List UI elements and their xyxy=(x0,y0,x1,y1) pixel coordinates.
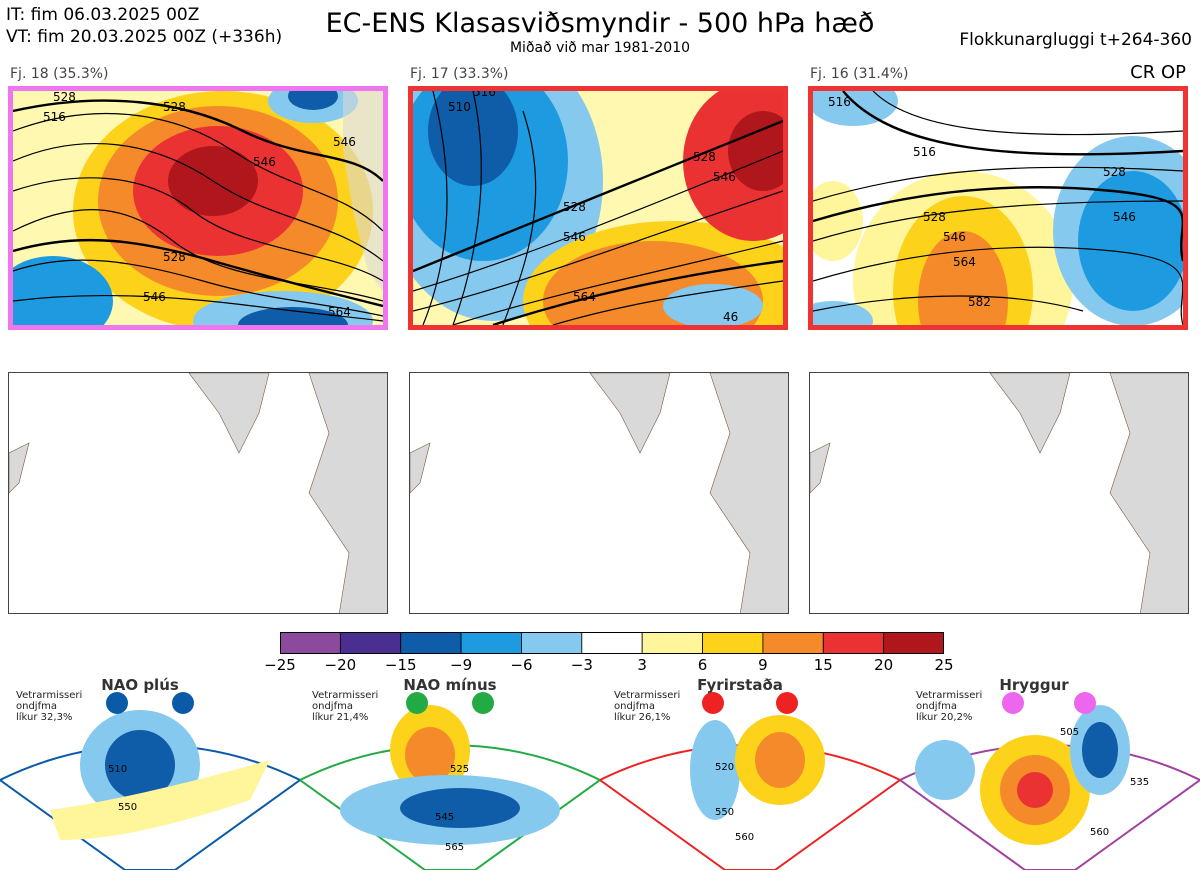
cluster-map-3: 516 528 546 564 582 528 546 516 xyxy=(808,86,1188,330)
init-time: IT: fim 06.03.2025 00Z xyxy=(6,5,200,25)
colorbar-cell xyxy=(279,631,341,655)
contour-label: 516 xyxy=(43,110,66,124)
page-subtitle: Miðað við mar 1981-2010 xyxy=(509,40,691,56)
contour-label: 516 xyxy=(473,91,496,99)
regime-name-blocking: Fyrirstaða xyxy=(697,676,783,694)
regime-dot-nao-minus-2 xyxy=(472,692,494,714)
colorbar-tick-label: 9 xyxy=(758,656,768,674)
colorbar-cell xyxy=(521,631,583,655)
regime-name-nao-plus: NAO plús xyxy=(101,676,179,694)
colorbar-tick-label: 20 xyxy=(874,656,894,674)
regime-contour-label: 510 xyxy=(108,764,127,775)
regime-note-nao-minus: Vetrarmisseri ondjfma líkur 21,4% xyxy=(312,690,379,723)
colorbar-cell xyxy=(702,631,764,655)
colorbar-tick-label: −3 xyxy=(570,656,593,674)
contour-label: 516 xyxy=(828,95,851,109)
contour-label: 564 xyxy=(953,255,976,269)
regime-sector-nao-plus: 510 550 xyxy=(0,690,300,870)
regime-contour-label: 550 xyxy=(715,807,734,818)
regime-dot-ridge-2 xyxy=(1074,692,1096,714)
contour-label: 546 xyxy=(563,230,586,244)
contour-label: 528 xyxy=(563,200,586,214)
contour-label: 546 xyxy=(333,135,356,149)
colorbar-tick-label: 6 xyxy=(697,656,708,674)
land-map-3 xyxy=(809,372,1189,614)
regime-dot-nao-plus-1 xyxy=(106,692,128,714)
regime-contour-label: 560 xyxy=(1090,827,1109,838)
colorbar-tick-label: −20 xyxy=(324,656,357,674)
contour-label: 528 xyxy=(693,150,716,164)
colorbar-cell xyxy=(581,631,643,655)
colorbar-tick-label: −9 xyxy=(450,656,473,674)
regime-contour-label: 520 xyxy=(715,762,734,773)
land-map-2 xyxy=(409,372,789,614)
contour-label: 546 xyxy=(943,230,966,244)
classification-window: Flokkunargluggi t+264-360 xyxy=(959,30,1192,50)
colorbar-tick-label: −6 xyxy=(510,656,533,674)
regime-contour-label: 525 xyxy=(450,764,469,775)
regime-contour-label: 560 xyxy=(735,832,754,843)
contour-label: 510 xyxy=(448,100,471,114)
regime-sector-ridge: 505 535 560 xyxy=(900,690,1200,870)
panel-3-label: Fj. 16 (31.4%) xyxy=(810,66,909,82)
contour-label: 546 xyxy=(1113,210,1136,224)
regime-note-ridge: Vetrarmisseri ondjfma líkur 20,2% xyxy=(916,690,983,723)
regime-sector-nao-minus: 525 545 565 xyxy=(300,690,600,870)
regime-dot-blocking-2 xyxy=(776,692,798,714)
regime-dot-nao-minus-1 xyxy=(406,692,428,714)
colorbar-tick-label: 25 xyxy=(934,656,954,674)
colorbar-cell xyxy=(883,631,945,655)
regime-dot-nao-plus-2 xyxy=(172,692,194,714)
contour-label: 582 xyxy=(968,295,991,309)
colorbar-cell xyxy=(822,631,885,655)
cluster-map-2: 510 528 546 564 528 546 46 516 xyxy=(408,86,788,330)
contour-label: 528 xyxy=(923,210,946,224)
regime-contour-label: 535 xyxy=(1130,777,1149,788)
colorbar-cell xyxy=(339,631,402,655)
contour-label: 528 xyxy=(53,91,76,104)
colorbar-cell xyxy=(641,631,703,655)
contour-label: 46 xyxy=(723,310,738,324)
colorbar-cell xyxy=(460,631,522,655)
panel-2-label: Fj. 17 (33.3%) xyxy=(410,66,509,82)
colorbar-tick-label: 3 xyxy=(637,656,647,674)
regime-contour-label: 550 xyxy=(118,802,137,813)
regime-name-nao-minus: NAO mínus xyxy=(403,676,497,694)
contour-label: 564 xyxy=(573,290,596,304)
colorbar xyxy=(279,631,945,658)
regime-note-nao-plus: Vetrarmisseri ondjfma líkur 32,3% xyxy=(16,690,83,723)
valid-time: VT: fim 20.03.2025 00Z (+336h) xyxy=(6,27,283,47)
panel-1-label: Fj. 18 (35.3%) xyxy=(10,66,109,82)
regime-contour-label: 505 xyxy=(1060,727,1079,738)
colorbar-tick-label: 15 xyxy=(813,656,833,674)
contour-label: 528 xyxy=(163,100,186,114)
contour-label: 546 xyxy=(253,155,276,169)
regime-contour-label: 565 xyxy=(445,842,464,853)
contour-label: 528 xyxy=(1103,165,1126,179)
colorbar-tick-label: −25 xyxy=(264,656,296,674)
regime-dot-blocking-1 xyxy=(702,692,724,714)
land-map-1 xyxy=(8,372,388,614)
page-title: EC-ENS Klasasviðsmyndir - 500 hPa hæð xyxy=(325,8,875,39)
colorbar-tick-label: −15 xyxy=(384,656,417,674)
contour-label: 546 xyxy=(143,290,166,304)
contour-label: 546 xyxy=(713,170,736,184)
contour-label: 528 xyxy=(163,250,186,264)
header-info: IT: fim 06.03.2025 00Z VT: fim 20.03.202… xyxy=(6,4,282,48)
regime-name-ridge: Hryggur xyxy=(999,676,1069,694)
contour-label: 564 xyxy=(328,305,351,319)
crop-label: CR OP xyxy=(1130,62,1186,83)
colorbar-cell xyxy=(762,631,824,655)
cluster-map-1: 516 528 546 528 546 564 546 528 xyxy=(8,86,388,330)
regime-dot-ridge-1 xyxy=(1002,692,1024,714)
regime-note-blocking: Vetrarmisseri ondjfma líkur 26,1% xyxy=(614,690,681,723)
contour-label: 516 xyxy=(913,145,936,159)
regime-sector-blocking: 520 550 560 xyxy=(600,690,900,870)
colorbar-cell xyxy=(400,631,462,655)
regime-contour-label: 545 xyxy=(435,812,454,823)
